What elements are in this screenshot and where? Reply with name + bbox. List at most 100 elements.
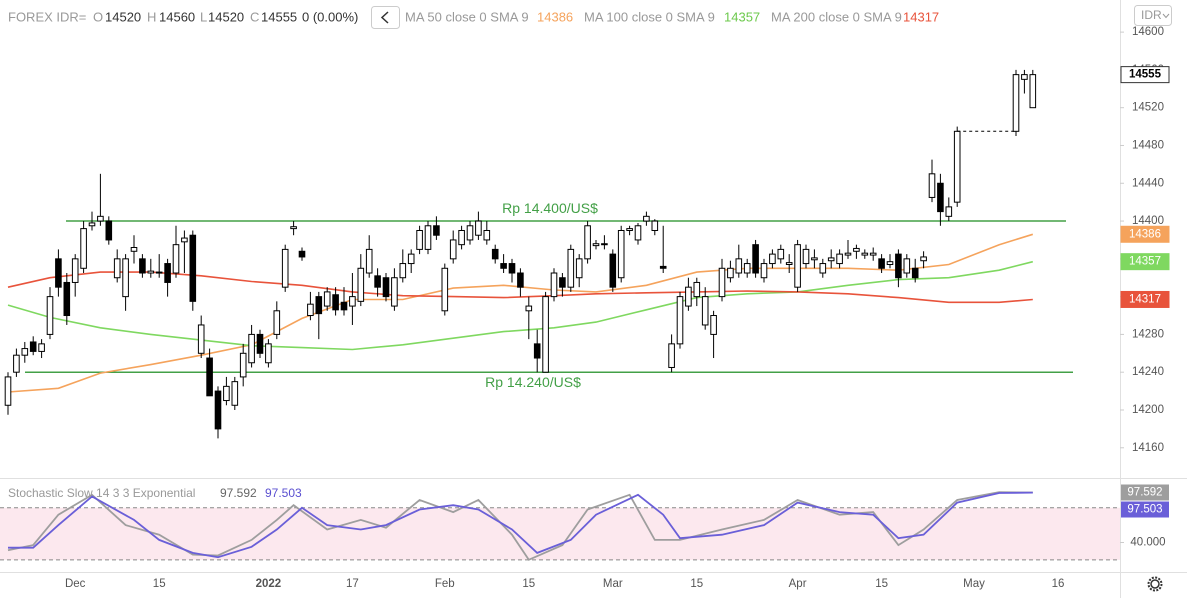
candle-body [239, 352, 247, 378]
candle-body [407, 253, 415, 265]
indicator-tag [1121, 501, 1169, 518]
candle-body [525, 305, 533, 312]
price-tag-label: 14555 [1129, 69, 1162, 81]
candle-body [164, 263, 171, 283]
candle-body [155, 271, 163, 274]
ma-name: MA 100 close 0 SMA 9 [584, 9, 715, 24]
x-tick-label: Feb [435, 578, 455, 590]
collapse-button[interactable] [371, 6, 400, 29]
x-tick-label: 15 [522, 578, 535, 590]
candle-body [802, 248, 810, 265]
ohlc-letter: C [250, 9, 259, 24]
candle-body [760, 263, 768, 279]
candle-body [374, 275, 381, 288]
ohlc-value: 14560 [159, 9, 195, 24]
candle-body [273, 310, 281, 335]
candle-body [634, 225, 642, 241]
candle-body [4, 376, 12, 406]
currency-label: IDR [1141, 8, 1162, 22]
candle-body [903, 258, 911, 274]
ohlc-letter: O [93, 9, 103, 24]
price-tag-label: 14357 [1129, 256, 1161, 268]
candle-body [836, 253, 843, 265]
candle-body [449, 239, 457, 260]
candle-body [1012, 74, 1020, 132]
candle-body [886, 261, 894, 266]
candle-body [928, 173, 936, 198]
candle-body [626, 228, 633, 231]
candle-body [869, 252, 877, 256]
gear-icon[interactable] [1150, 579, 1160, 589]
y-tick-label: 14400 [1132, 215, 1164, 227]
candle-body [172, 244, 180, 274]
candle-body [139, 258, 146, 274]
settings-button[interactable] [1147, 576, 1163, 592]
x-tick-label: May [963, 578, 985, 590]
candle-body [920, 256, 927, 262]
candle-body [433, 225, 440, 236]
indicator-tag-label: 97.503 [1127, 504, 1162, 516]
ohlc-value: 14520 [208, 9, 244, 24]
candle-body [878, 258, 885, 269]
candle-body [214, 390, 222, 430]
candle-body [307, 303, 314, 317]
candle-body [718, 267, 726, 298]
y-tick-label: 14480 [1132, 140, 1164, 152]
header: FOREX IDR= O 14520 H 14560 L 14520 C 145… [0, 6, 1110, 30]
candle-body [676, 296, 684, 345]
candle-body [130, 247, 138, 252]
candle-body [937, 182, 944, 213]
candle-body [181, 237, 188, 243]
candle-body [643, 215, 650, 222]
candle-body [575, 258, 583, 279]
y-tick-label: 14600 [1132, 26, 1164, 38]
candle-body [769, 253, 776, 265]
candle-body [340, 301, 348, 311]
candle-body [122, 258, 129, 298]
candle-body [693, 281, 701, 298]
candle-body [147, 270, 155, 274]
indicator-line [8, 491, 1033, 559]
candle-body [391, 277, 398, 307]
candle-body [88, 222, 96, 227]
candle-body [735, 258, 743, 274]
candle-body [29, 341, 37, 352]
price-tag [1120, 66, 1170, 84]
ohlc-value: 14555 [261, 9, 297, 24]
button-frame[interactable] [371, 6, 400, 29]
x-tick-label: 15 [690, 578, 703, 590]
gear-teeth [1147, 576, 1163, 592]
candle-body [710, 315, 717, 335]
candle-body [21, 348, 29, 356]
level-label: Rp 14.240/US$ [485, 374, 581, 390]
price-tag [1120, 253, 1170, 271]
candle-body [685, 286, 692, 307]
indicator-tag-label: 97.592 [1127, 487, 1162, 499]
candle-body [189, 234, 197, 302]
candle-body [80, 228, 87, 269]
x-tick-label: 2022 [256, 578, 282, 590]
candle-body [475, 220, 482, 236]
candle-body [584, 225, 591, 260]
candle-body [13, 354, 20, 373]
candle-body [483, 229, 491, 241]
price-tag [1120, 225, 1170, 243]
candle-body [197, 324, 205, 354]
candle-body [458, 229, 465, 246]
candle-body [567, 248, 575, 288]
indicator-title: Stochastic Slow 14 3 3 Exponential [8, 486, 195, 500]
plot-area: 1416014200142401428014320143601440014440… [0, 26, 1170, 590]
currency-button[interactable]: IDR [1134, 5, 1172, 26]
candle-body [332, 294, 339, 311]
candle-body [609, 253, 617, 288]
ma-value: 14357 [724, 9, 760, 24]
y-tick-label: 14520 [1132, 102, 1164, 114]
candle-body [601, 243, 608, 246]
ma-line [7, 233, 1034, 393]
candle-body [323, 291, 331, 307]
candle-body [256, 333, 264, 354]
candle-body [223, 385, 230, 402]
ma-value: 14317 [903, 9, 939, 24]
candle-body [895, 253, 902, 279]
button-frame[interactable] [1134, 5, 1172, 26]
